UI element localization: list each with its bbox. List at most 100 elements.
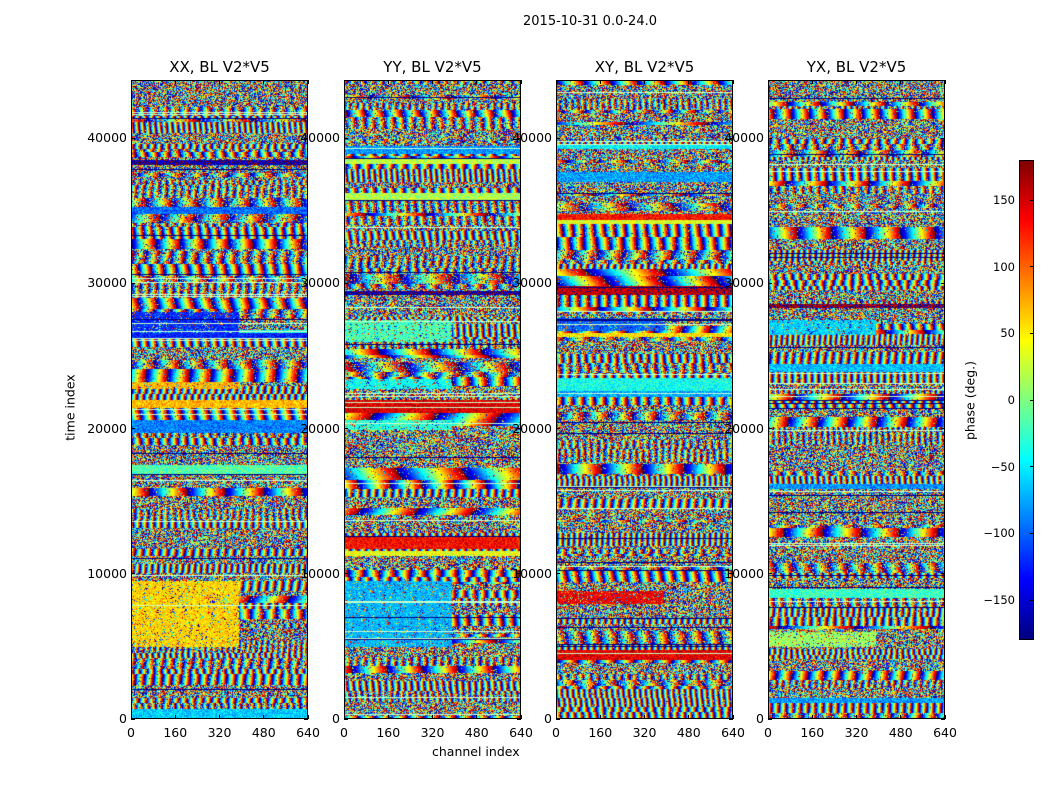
colorbar-tick-mark <box>1030 399 1034 401</box>
x-tick-label: 0 <box>127 725 135 740</box>
x-tick-mark <box>130 80 132 84</box>
y-tick-mark <box>304 428 308 430</box>
y-tick-mark <box>344 428 348 430</box>
x-tick-mark <box>644 715 645 719</box>
x-tick-mark <box>688 715 690 719</box>
y-tick-label: 40000 <box>724 130 764 146</box>
y-tick-label: 20000 <box>87 420 127 436</box>
y-tick-mark <box>344 573 348 575</box>
y-tick-mark <box>344 282 348 284</box>
y-tick-label: 0 <box>119 711 127 726</box>
y-tick-mark <box>304 137 308 139</box>
y-tick-mark <box>517 573 521 575</box>
y-tick-mark <box>131 573 135 575</box>
y-tick-mark <box>517 428 521 430</box>
heatmap-yx <box>768 80 945 719</box>
x-tick-mark <box>387 715 389 719</box>
y-tick-mark <box>768 573 772 575</box>
x-tick-mark <box>644 80 645 84</box>
panel-title: XY, BL V2*V5 <box>594 58 695 76</box>
x-tick-label: 480 <box>676 725 701 740</box>
x-tick-mark <box>432 80 433 84</box>
x-tick-mark <box>520 715 522 719</box>
x-tick-label: 160 <box>163 725 188 740</box>
x-tick-mark <box>343 80 345 84</box>
y-tick-mark <box>729 428 733 430</box>
y-tick-mark <box>344 718 348 720</box>
x-tick-mark <box>263 80 265 84</box>
colorbar-tick-label: −50 <box>990 459 1015 474</box>
y-tick-mark <box>729 573 733 575</box>
heatmap-xy <box>556 80 733 719</box>
x-tick-mark <box>174 715 176 719</box>
y-tick-label: 20000 <box>512 420 552 436</box>
panel-title: XX, BL V2*V5 <box>169 58 270 76</box>
colorbar-tick-mark <box>1030 532 1034 534</box>
x-tick-mark <box>476 80 478 84</box>
y-tick-mark <box>729 137 733 139</box>
x-tick-label: 160 <box>376 725 401 740</box>
colorbar-tick-label: −100 <box>983 526 1015 541</box>
x-tick-label: 320 <box>632 725 657 740</box>
colorbar-tick-label: 150 <box>993 193 1015 207</box>
x-tick-label: 0 <box>764 725 772 740</box>
colorbar-tick-mark <box>1030 599 1034 601</box>
colorbar-tick-mark <box>1030 266 1034 268</box>
colorbar-tick-mark <box>1030 332 1034 334</box>
colorbar-label: phase (deg.) <box>962 361 978 440</box>
y-tick-mark <box>131 718 135 720</box>
y-tick-label: 30000 <box>512 275 552 291</box>
y-tick-mark <box>556 718 560 720</box>
y-tick-mark <box>729 718 733 720</box>
x-tick-label: 640 <box>721 725 745 740</box>
x-tick-mark <box>856 715 857 719</box>
y-tick-label: 40000 <box>300 130 340 146</box>
x-tick-mark <box>476 715 478 719</box>
y-tick-mark <box>304 718 308 720</box>
y-tick-mark <box>556 428 560 430</box>
panel-yx: YX, BL V2*V5 <box>768 58 945 719</box>
x-tick-mark <box>900 715 902 719</box>
y-tick-label: 20000 <box>724 420 764 436</box>
y-tick-mark <box>517 137 521 139</box>
panel-title: YY, BL V2*V5 <box>383 58 482 76</box>
panel-xy: XY, BL V2*V5 <box>556 58 733 719</box>
x-tick-mark <box>944 715 946 719</box>
y-tick-mark <box>768 428 772 430</box>
x-tick-mark <box>900 80 902 84</box>
y-tick-mark <box>768 282 772 284</box>
x-tick-label: 160 <box>800 725 825 740</box>
x-tick-label: 0 <box>340 725 348 740</box>
y-tick-mark <box>517 718 521 720</box>
x-tick-mark <box>599 80 601 84</box>
x-tick-label: 320 <box>844 725 869 740</box>
x-tick-mark <box>263 715 265 719</box>
y-tick-label: 0 <box>544 711 552 726</box>
y-tick-mark <box>941 718 945 720</box>
x-tick-label: 480 <box>464 725 489 740</box>
x-tick-mark <box>767 80 769 84</box>
colorbar-tick-label: −150 <box>983 593 1015 607</box>
y-tick-mark <box>941 137 945 139</box>
y-tick-mark <box>131 282 135 284</box>
x-tick-mark <box>307 80 309 84</box>
y-tick-label: 0 <box>756 711 764 726</box>
x-tick-mark <box>343 715 345 719</box>
y-tick-mark <box>304 573 308 575</box>
y-tick-mark <box>556 137 560 139</box>
y-axis-label: time index <box>62 374 78 441</box>
x-tick-mark <box>555 715 557 719</box>
y-tick-mark <box>556 282 560 284</box>
y-tick-mark <box>344 137 348 139</box>
x-tick-label: 640 <box>509 725 533 740</box>
x-tick-mark <box>387 80 389 84</box>
x-tick-mark <box>174 80 176 84</box>
colorbar-gradient <box>1019 160 1034 640</box>
x-tick-mark <box>767 715 769 719</box>
x-tick-mark <box>944 80 946 84</box>
y-tick-mark <box>131 137 135 139</box>
x-tick-mark <box>732 80 734 84</box>
y-tick-label: 40000 <box>512 130 552 146</box>
y-tick-label: 0 <box>332 711 340 726</box>
